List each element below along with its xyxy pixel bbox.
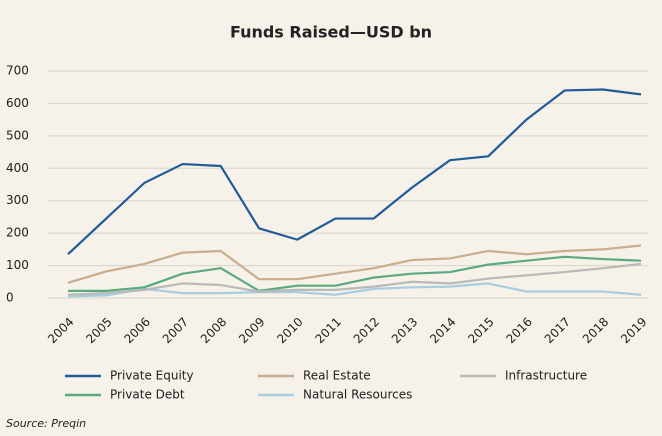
y-tick-label: 600 xyxy=(6,96,29,110)
series-line xyxy=(67,262,642,296)
source: Source: Preqin xyxy=(6,417,86,430)
legend-label: Natural Resources xyxy=(303,388,412,402)
legend-label: Private Debt xyxy=(110,388,185,402)
y-tick-label: 500 xyxy=(6,128,29,142)
chart-title: Funds Raised—USD bn xyxy=(230,23,432,42)
y-tick-label: 200 xyxy=(6,226,29,240)
y-tick-label: 100 xyxy=(6,258,29,272)
series-line xyxy=(67,282,642,298)
y-tick-label: 700 xyxy=(6,64,29,78)
y-tick-label: 400 xyxy=(6,161,29,175)
legend-label: Private Equity xyxy=(110,369,194,383)
series-line xyxy=(67,244,642,284)
legend-label: Real Estate xyxy=(303,369,371,383)
series-line xyxy=(67,88,642,256)
y-tick-label: 0 xyxy=(6,291,14,305)
y-tick-label: 300 xyxy=(6,193,29,207)
legend-label: Infrastructure xyxy=(505,369,587,383)
series-line xyxy=(68,255,642,292)
